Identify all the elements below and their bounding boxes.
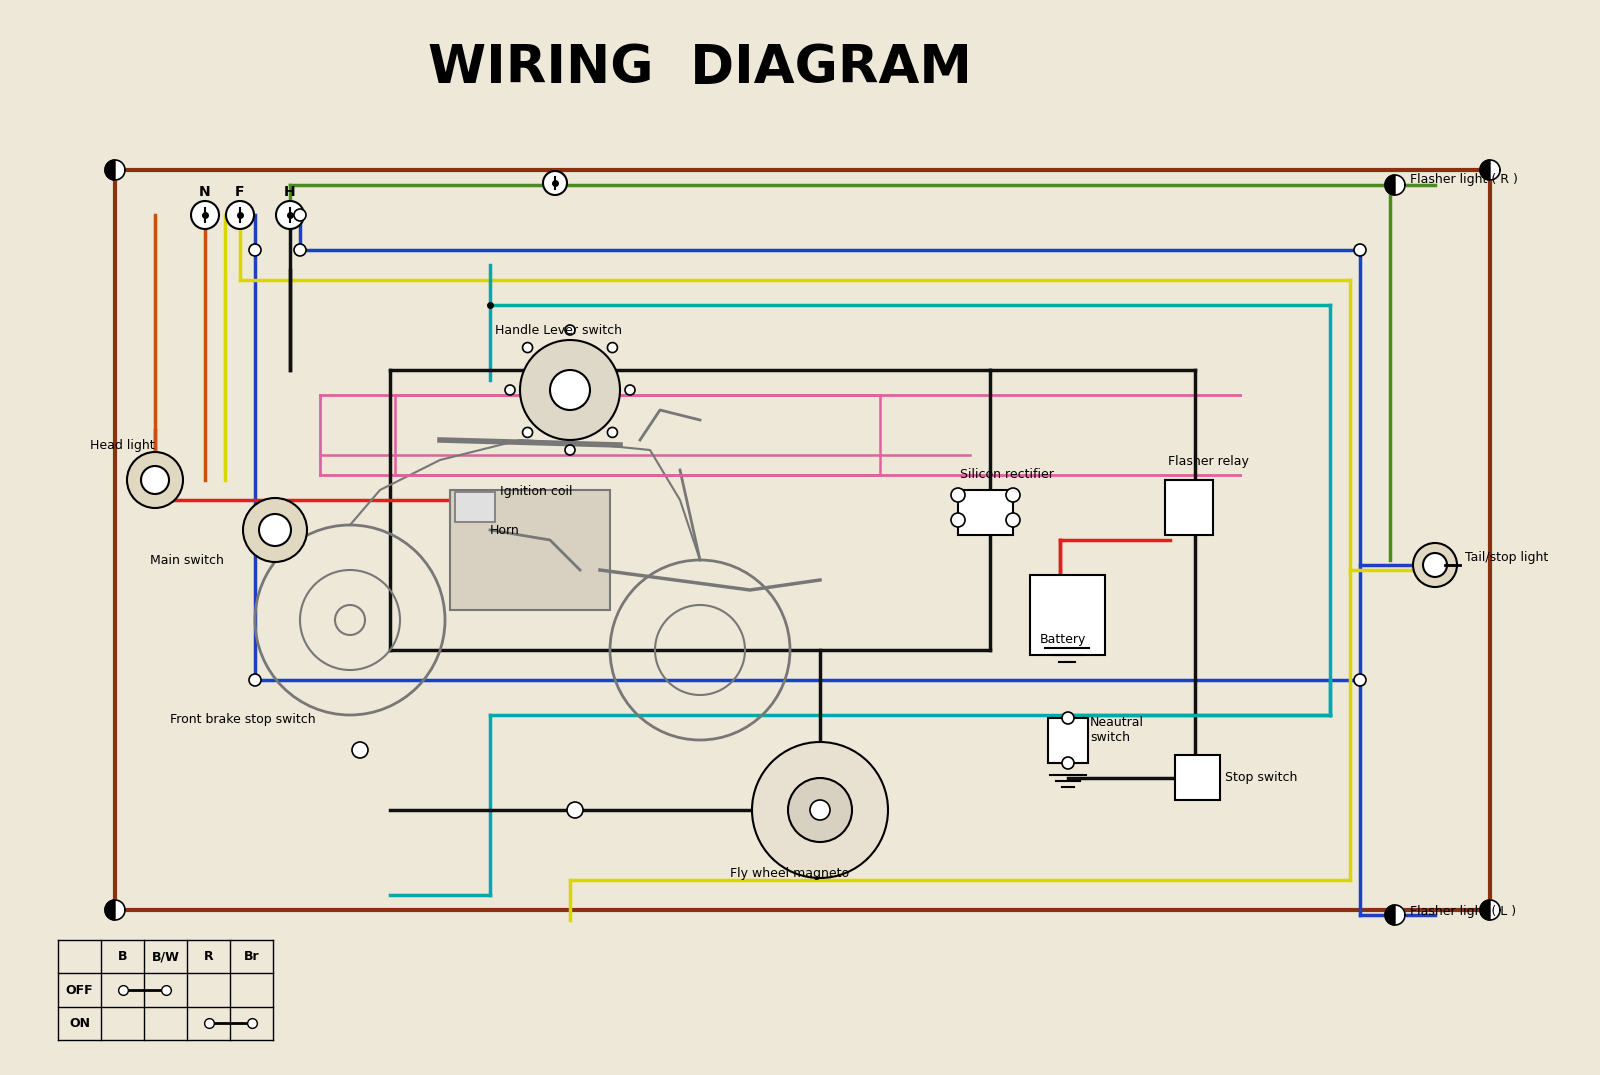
- Circle shape: [787, 778, 851, 842]
- Circle shape: [1354, 244, 1366, 256]
- Circle shape: [566, 802, 582, 818]
- Text: Handle Lever switch: Handle Lever switch: [494, 324, 622, 336]
- Bar: [1174, 755, 1221, 800]
- Circle shape: [1062, 712, 1074, 723]
- Text: Front brake stop switch: Front brake stop switch: [170, 714, 315, 727]
- Circle shape: [1062, 757, 1074, 769]
- Circle shape: [294, 209, 306, 221]
- Bar: [1165, 481, 1213, 535]
- Text: Tail/stop light: Tail/stop light: [1466, 551, 1549, 564]
- Text: H: H: [285, 185, 296, 199]
- Circle shape: [506, 385, 515, 395]
- Circle shape: [352, 742, 368, 758]
- Polygon shape: [106, 160, 115, 180]
- Circle shape: [190, 201, 219, 229]
- Text: Fly wheel magneto: Fly wheel magneto: [730, 866, 850, 879]
- Text: ON: ON: [69, 1017, 90, 1030]
- Text: Horn: Horn: [490, 524, 520, 536]
- Circle shape: [565, 325, 574, 335]
- Text: WIRING  DIAGRAM: WIRING DIAGRAM: [429, 42, 971, 94]
- Circle shape: [523, 428, 533, 438]
- Circle shape: [1006, 488, 1021, 502]
- Text: Head light: Head light: [90, 439, 155, 452]
- Circle shape: [810, 800, 830, 820]
- Circle shape: [1006, 513, 1021, 527]
- Circle shape: [277, 201, 304, 229]
- Text: Stop switch: Stop switch: [1226, 772, 1298, 785]
- Circle shape: [520, 340, 621, 440]
- Circle shape: [550, 370, 590, 410]
- Text: Battery: Battery: [1040, 633, 1086, 646]
- Text: Flasher relay: Flasher relay: [1168, 456, 1250, 469]
- Text: Silicon rectifier: Silicon rectifier: [960, 469, 1054, 482]
- Text: Br: Br: [243, 950, 259, 963]
- Circle shape: [250, 244, 261, 256]
- Polygon shape: [1386, 175, 1405, 195]
- Bar: [450, 490, 610, 610]
- Text: Neautral
switch: Neautral switch: [1090, 716, 1144, 744]
- Bar: [454, 492, 494, 522]
- Circle shape: [226, 201, 254, 229]
- Text: N: N: [198, 185, 211, 199]
- Circle shape: [126, 452, 182, 508]
- Bar: [1030, 575, 1106, 655]
- Polygon shape: [1386, 905, 1395, 924]
- Circle shape: [1413, 543, 1458, 587]
- Circle shape: [752, 742, 888, 878]
- Polygon shape: [106, 900, 115, 920]
- Circle shape: [950, 513, 965, 527]
- Text: B/W: B/W: [152, 950, 179, 963]
- Polygon shape: [1480, 160, 1501, 180]
- Polygon shape: [106, 160, 125, 180]
- Text: OFF: OFF: [66, 984, 93, 997]
- Circle shape: [626, 385, 635, 395]
- Circle shape: [950, 488, 965, 502]
- Polygon shape: [106, 900, 125, 920]
- Text: F: F: [235, 185, 245, 199]
- Text: R: R: [203, 950, 213, 963]
- Polygon shape: [1480, 900, 1490, 920]
- Bar: [958, 490, 1013, 535]
- Circle shape: [1422, 553, 1446, 577]
- Polygon shape: [1386, 175, 1395, 195]
- Text: Main switch: Main switch: [150, 554, 224, 567]
- Circle shape: [542, 171, 566, 195]
- Text: Flasher light ( R ): Flasher light ( R ): [1410, 173, 1518, 186]
- Circle shape: [523, 343, 533, 353]
- Text: Ignition coil: Ignition coil: [499, 486, 573, 499]
- Polygon shape: [1480, 160, 1490, 180]
- Polygon shape: [1386, 905, 1405, 924]
- Circle shape: [141, 465, 170, 495]
- Circle shape: [294, 244, 306, 256]
- Circle shape: [259, 514, 291, 546]
- Circle shape: [1354, 674, 1366, 686]
- Circle shape: [608, 343, 618, 353]
- Polygon shape: [1480, 900, 1501, 920]
- Text: Flasher light ( L ): Flasher light ( L ): [1410, 905, 1517, 918]
- Text: B: B: [118, 950, 128, 963]
- Circle shape: [243, 498, 307, 562]
- Bar: [1048, 718, 1088, 763]
- Circle shape: [608, 428, 618, 438]
- Circle shape: [250, 674, 261, 686]
- Circle shape: [565, 445, 574, 455]
